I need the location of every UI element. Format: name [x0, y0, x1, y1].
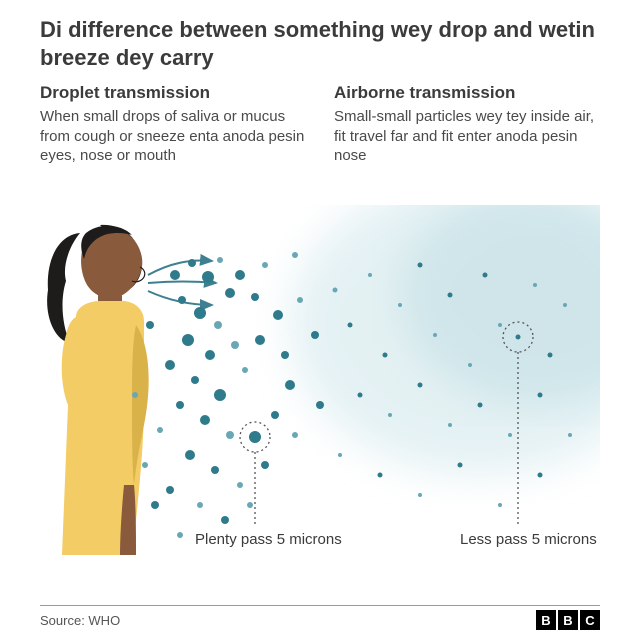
main-title: Di difference between something wey drop…: [40, 16, 600, 71]
illustration: Plenty pass 5 microns Less pass 5 micron…: [40, 205, 600, 555]
bbc-c: C: [580, 610, 600, 630]
infographic-frame: Di difference between something wey drop…: [0, 0, 640, 640]
droplet-heading: Droplet transmission: [40, 83, 306, 103]
droplet-body: When small drops of saliva or mucus from…: [40, 107, 306, 166]
person-figure: [47, 225, 149, 555]
label-big-particles: Plenty pass 5 microns: [195, 531, 342, 548]
illustration-svg: [40, 205, 600, 555]
column-droplet: Droplet transmission When small drops of…: [40, 83, 306, 166]
airborne-haze: [290, 205, 600, 475]
source-text: Source: WHO: [40, 613, 120, 628]
footer-bar: Source: WHO B B C: [40, 605, 600, 630]
airborne-body: Small-small particles wey tey inside air…: [334, 107, 600, 166]
airborne-heading: Airborne transmission: [334, 83, 600, 103]
bbc-b1: B: [536, 610, 556, 630]
bbc-b2: B: [558, 610, 578, 630]
label-small-particles: Less pass 5 microns: [460, 531, 597, 548]
bbc-logo: B B C: [536, 610, 600, 630]
columns: Droplet transmission When small drops of…: [40, 83, 600, 166]
column-airborne: Airborne transmission Small-small partic…: [334, 83, 600, 166]
